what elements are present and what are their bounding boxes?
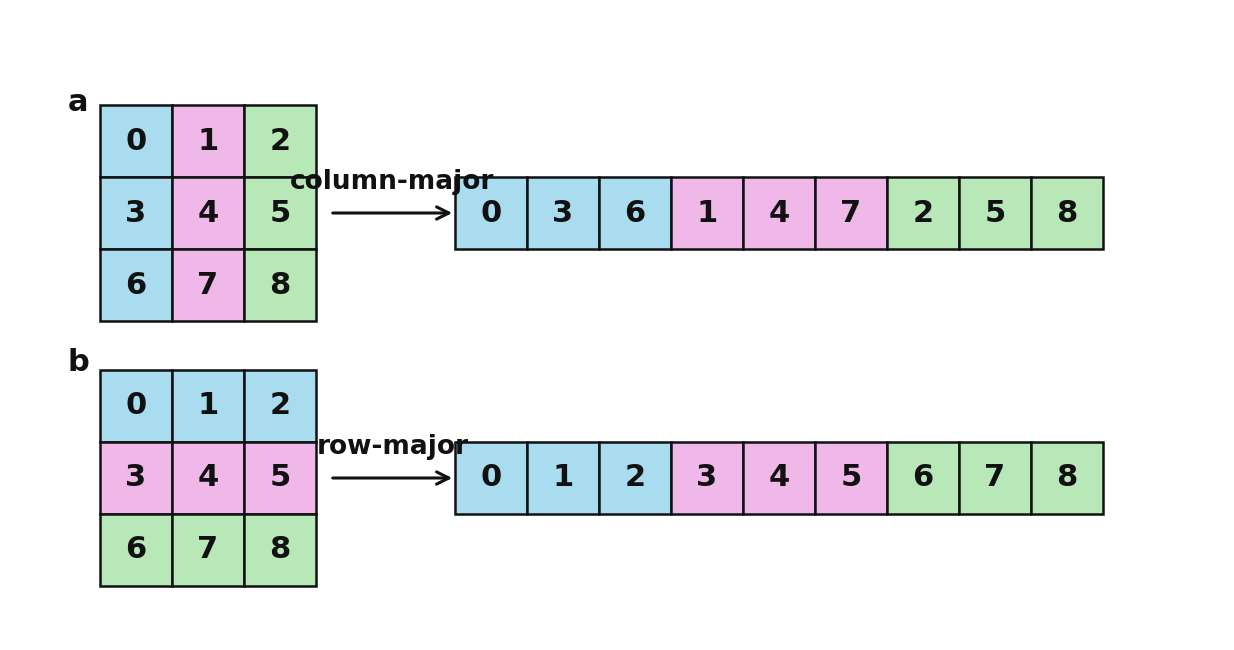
Bar xyxy=(671,177,743,249)
Bar xyxy=(244,249,316,321)
Bar xyxy=(244,442,316,514)
Bar xyxy=(100,177,172,249)
Text: 7: 7 xyxy=(197,270,218,300)
Text: 8: 8 xyxy=(1056,198,1077,228)
Bar xyxy=(100,105,172,177)
Bar xyxy=(100,370,172,442)
Bar xyxy=(743,177,814,249)
Text: 2: 2 xyxy=(912,198,934,228)
Text: 4: 4 xyxy=(769,463,790,493)
Text: 5: 5 xyxy=(269,463,291,493)
Bar xyxy=(172,105,244,177)
Bar xyxy=(244,370,316,442)
Text: 1: 1 xyxy=(553,463,574,493)
Bar xyxy=(172,249,244,321)
Text: 0: 0 xyxy=(126,127,147,155)
Bar xyxy=(172,177,244,249)
Text: 8: 8 xyxy=(269,536,291,564)
Bar xyxy=(172,370,244,442)
Text: 5: 5 xyxy=(269,198,291,228)
Text: 8: 8 xyxy=(1056,463,1077,493)
Text: 7: 7 xyxy=(985,463,1006,493)
Bar xyxy=(959,442,1030,514)
Text: 7: 7 xyxy=(197,536,218,564)
Text: a: a xyxy=(68,88,89,117)
Text: 1: 1 xyxy=(197,391,218,421)
Text: 4: 4 xyxy=(197,463,218,493)
Text: 5: 5 xyxy=(985,198,1006,228)
Text: 6: 6 xyxy=(624,198,645,228)
Text: 4: 4 xyxy=(197,198,218,228)
Bar xyxy=(244,514,316,586)
Bar xyxy=(598,442,671,514)
Bar xyxy=(814,177,887,249)
Text: 2: 2 xyxy=(269,391,290,421)
Text: row-major: row-major xyxy=(316,434,469,460)
Bar xyxy=(887,442,959,514)
Bar xyxy=(887,177,959,249)
Text: 0: 0 xyxy=(480,198,502,228)
Text: 0: 0 xyxy=(480,463,502,493)
Text: 7: 7 xyxy=(840,198,861,228)
Bar xyxy=(100,514,172,586)
Text: 4: 4 xyxy=(769,198,790,228)
Text: 2: 2 xyxy=(269,127,290,155)
Text: 0: 0 xyxy=(126,391,147,421)
Bar xyxy=(172,514,244,586)
Bar xyxy=(1030,442,1103,514)
Bar xyxy=(244,105,316,177)
Bar xyxy=(1030,177,1103,249)
Bar xyxy=(743,442,814,514)
Bar xyxy=(100,442,172,514)
Bar xyxy=(100,249,172,321)
Bar xyxy=(598,177,671,249)
Bar xyxy=(527,177,598,249)
Bar xyxy=(455,442,527,514)
Text: 3: 3 xyxy=(553,198,574,228)
Text: 3: 3 xyxy=(126,463,147,493)
Bar xyxy=(527,442,598,514)
Bar xyxy=(814,442,887,514)
Text: 6: 6 xyxy=(912,463,934,493)
Text: 6: 6 xyxy=(126,270,147,300)
Text: 1: 1 xyxy=(696,198,718,228)
Bar xyxy=(244,177,316,249)
Text: 6: 6 xyxy=(126,536,147,564)
Text: 3: 3 xyxy=(126,198,147,228)
Text: 1: 1 xyxy=(197,127,218,155)
Text: b: b xyxy=(68,348,90,377)
Text: 8: 8 xyxy=(269,270,291,300)
Text: 3: 3 xyxy=(696,463,717,493)
Bar xyxy=(671,442,743,514)
Bar xyxy=(455,177,527,249)
Bar xyxy=(959,177,1030,249)
Bar xyxy=(172,442,244,514)
Text: 5: 5 xyxy=(840,463,861,493)
Text: column-major: column-major xyxy=(290,169,495,195)
Text: 2: 2 xyxy=(624,463,645,493)
